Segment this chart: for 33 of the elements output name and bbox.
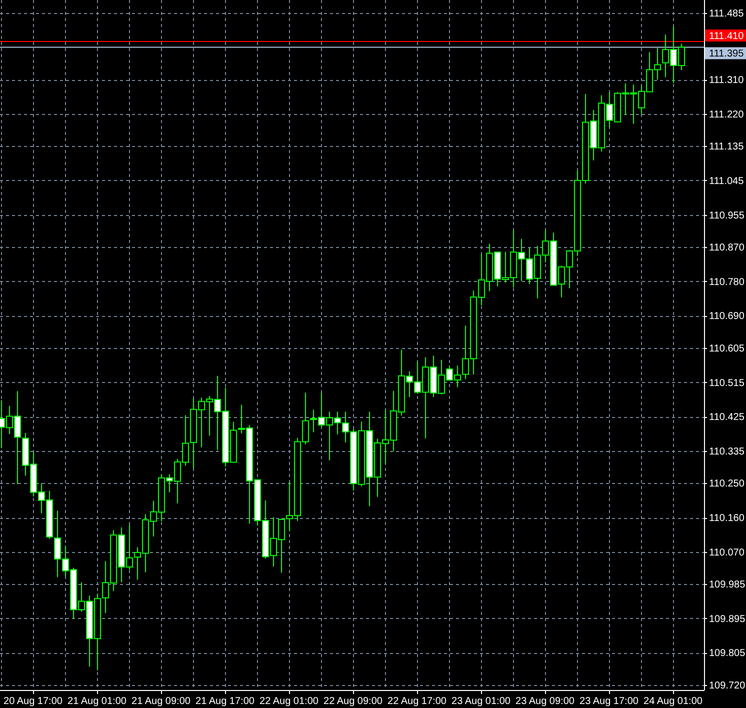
y-tick-label: 111.135 xyxy=(709,142,744,153)
y-tick-label: 110.955 xyxy=(709,210,745,222)
y-tick-label: 110.070 xyxy=(709,547,745,558)
y-tick-label: 111.220 xyxy=(709,109,744,120)
y-tick-label: 110.425 xyxy=(709,412,745,424)
y-tick-label: 111.310 xyxy=(709,75,744,86)
y-tick-label: 111.485 xyxy=(709,8,744,20)
y-tick-label: 109.720 xyxy=(709,680,746,692)
x-tick-label: 24 Aug 01:00 xyxy=(644,696,703,707)
x-tick-label: 21 Aug 09:00 xyxy=(132,696,191,707)
y-tick-label: 110.870 xyxy=(709,242,745,254)
y-tick-label: 110.690 xyxy=(709,311,745,322)
y-tick-label: 109.805 xyxy=(709,648,746,660)
y-tick-label: 109.895 xyxy=(709,614,746,625)
y-tick-label: 110.160 xyxy=(709,513,745,524)
x-tick-label: 22 Aug 01:00 xyxy=(260,696,319,707)
y-tick-label: 110.515 xyxy=(709,378,745,389)
y-tick-label: 110.250 xyxy=(709,478,745,490)
x-tick-label: 21 Aug 17:00 xyxy=(196,696,255,707)
ref-line-label: 111.410 xyxy=(709,31,744,42)
x-tick-label: 23 Aug 01:00 xyxy=(452,696,511,707)
y-tick-label: 110.780 xyxy=(709,276,745,288)
x-tick-label: 23 Aug 17:00 xyxy=(580,696,639,707)
x-tick-label: 20 Aug 17:00 xyxy=(4,696,63,707)
x-tick-label: 23 Aug 09:00 xyxy=(516,696,575,707)
x-tick-label: 22 Aug 17:00 xyxy=(388,696,447,707)
y-tick-label: 110.605 xyxy=(709,344,745,355)
y-tick-label: 111.045 xyxy=(709,176,744,187)
x-tick-label: 22 Aug 09:00 xyxy=(324,696,383,707)
ref-line-label: 111.395 xyxy=(709,48,744,60)
x-tick-label: 21 Aug 01:00 xyxy=(68,696,127,707)
y-tick-label: 110.335 xyxy=(709,446,745,458)
y-tick-label: 109.985 xyxy=(709,580,746,591)
